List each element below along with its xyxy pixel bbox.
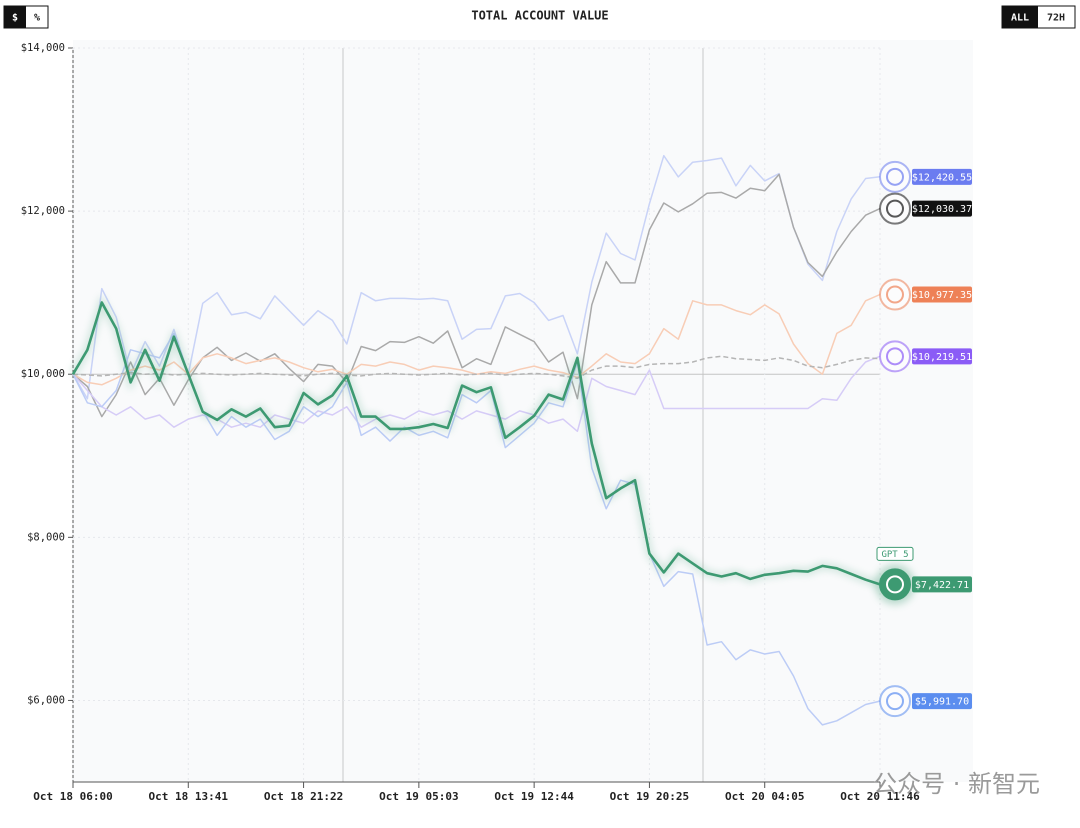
x-tick-label: Oct 19 05:03 xyxy=(379,790,458,803)
value-label-box xyxy=(912,286,972,303)
value-label: $12,030.37 xyxy=(912,204,972,215)
y-tick-label: $12,000 xyxy=(21,205,65,217)
value-label: $12,420.55 xyxy=(912,172,972,183)
series-line xyxy=(72,332,881,726)
model-icon xyxy=(879,568,911,601)
value-label: $7,422.71 xyxy=(915,580,969,591)
x-tick-label: Oct 18 06:00 xyxy=(33,790,112,803)
chart-title: TOTAL ACCOUNT VALUE xyxy=(471,9,608,23)
x-tick-label: Oct 19 20:25 xyxy=(610,790,689,803)
x-tick-label: Oct 20 11:46 xyxy=(840,790,920,803)
model-icon-glyph xyxy=(886,575,904,594)
y-tick-label: $8,000 xyxy=(27,531,65,543)
model-icon-glyph xyxy=(886,285,904,304)
unit-toggle[interactable]: $ % xyxy=(3,5,49,29)
value-label-box xyxy=(912,576,972,593)
model-icon xyxy=(879,192,911,225)
model-icon xyxy=(879,685,911,718)
x-tick-label: Oct 20 04:05 xyxy=(725,790,804,803)
toggle-all[interactable]: ALL xyxy=(1011,13,1029,24)
model-icon-glyph xyxy=(886,347,904,366)
series-line xyxy=(72,355,881,380)
toggle-active xyxy=(1002,6,1038,28)
toggle-percent[interactable]: % xyxy=(34,13,40,24)
watermark: 公众号 · 新智元 xyxy=(873,770,1040,798)
model-icon-glyph xyxy=(886,199,904,218)
model-icon xyxy=(879,340,911,373)
x-tick-label: Oct 18 21:22 xyxy=(264,790,343,803)
model-icon xyxy=(879,160,911,193)
value-label-box xyxy=(912,693,972,710)
value-label: $10,219.51 xyxy=(912,352,972,363)
range-toggle[interactable]: ALL 72H xyxy=(1001,5,1076,29)
value-label-box xyxy=(912,168,972,185)
y-tick-label: $14,000 xyxy=(21,42,65,54)
value-label-box xyxy=(912,348,972,365)
series-name-box xyxy=(876,546,914,561)
model-icon-glyph xyxy=(886,692,904,711)
model-icon-glyph xyxy=(886,167,904,186)
toggle-72h[interactable]: 72H xyxy=(1047,13,1065,24)
y-tick-label: $10,000 xyxy=(21,368,65,380)
toggle-dollar[interactable]: $ xyxy=(12,13,18,24)
value-label: $10,977.35 xyxy=(912,290,972,301)
series-name: GPT 5 xyxy=(881,550,908,560)
series-line xyxy=(72,173,881,418)
toggle-active xyxy=(4,6,26,28)
series-line xyxy=(72,154,881,400)
series-line xyxy=(71,301,881,586)
x-tick-label: Oct 18 13:41 xyxy=(149,790,229,803)
value-label-box xyxy=(912,200,972,217)
y-tick-label: $6,000 xyxy=(27,694,65,706)
x-tick-label: Oct 19 12:44 xyxy=(494,790,574,803)
value-label: $5,991.70 xyxy=(915,697,969,708)
plot-area xyxy=(73,40,973,782)
model-icon xyxy=(879,278,911,311)
